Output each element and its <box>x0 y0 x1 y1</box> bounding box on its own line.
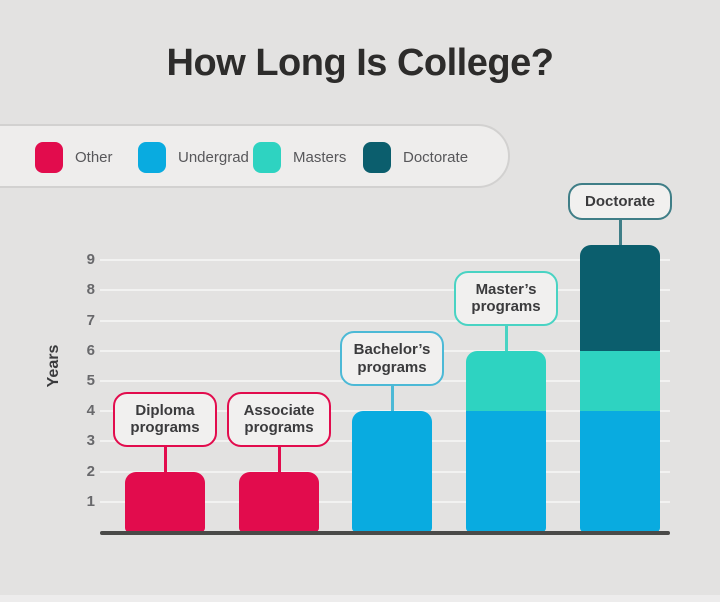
bar-segment-masters <box>580 350 660 412</box>
callout-5: Doctorate <box>568 182 672 221</box>
y-tick-label-3: 3 <box>86 432 95 450</box>
legend-label: Other <box>75 148 113 166</box>
gridline-8 <box>100 289 670 292</box>
y-tick-label-5: 5 <box>86 372 95 389</box>
y-tick-label-7: 7 <box>86 311 95 329</box>
legend-item-doctorate: Doctorate <box>363 141 468 173</box>
callout-connector <box>618 220 622 246</box>
legend-label: Doctorate <box>403 148 469 166</box>
y-tick-label-1: 1 <box>86 492 95 510</box>
y-tick-label-8: 8 <box>86 281 95 299</box>
bottom-edge-strip <box>0 595 720 602</box>
callout-connector <box>390 386 394 412</box>
bar-segment-other <box>239 471 319 532</box>
bar-segment-undergrad <box>352 411 432 532</box>
callout-connector <box>163 446 167 472</box>
callout-connector <box>504 325 508 351</box>
legend-label: Undergrad <box>178 148 249 166</box>
y-tick-label-9: 9 <box>86 251 95 269</box>
legend-label: Masters <box>293 148 347 166</box>
bar-segment-undergrad <box>466 411 546 532</box>
bar-segment-undergrad <box>580 411 660 532</box>
legend-swatch-other <box>35 141 63 173</box>
x-axis-line <box>100 531 670 535</box>
bar-segment-doctorate <box>580 245 660 351</box>
y-tick-label-4: 4 <box>86 402 95 420</box>
gridline-9 <box>100 259 670 262</box>
y-tick-label-2: 2 <box>86 462 95 480</box>
legend-swatch-undergrad <box>138 141 166 173</box>
legend-item-other: Other <box>35 141 113 173</box>
bar-segment-masters <box>466 350 546 412</box>
callout-connector <box>277 446 281 472</box>
legend-swatch-doctorate <box>363 141 391 173</box>
callout-3: Bachelor’s programs <box>340 331 444 387</box>
bar-segment-other <box>125 471 205 532</box>
gridline-7 <box>100 319 670 322</box>
chart-title: How Long Is College? <box>166 42 554 84</box>
legend-item-undergrad: Undergrad <box>138 141 249 173</box>
legend-swatch-masters <box>253 141 281 173</box>
callout-4: Master’s programs <box>454 271 558 326</box>
y-tick-label-6: 6 <box>86 341 95 359</box>
legend-item-masters: Masters <box>253 141 346 173</box>
callout-2: Associate programs <box>227 391 331 447</box>
callout-1: Diploma programs <box>113 391 217 447</box>
